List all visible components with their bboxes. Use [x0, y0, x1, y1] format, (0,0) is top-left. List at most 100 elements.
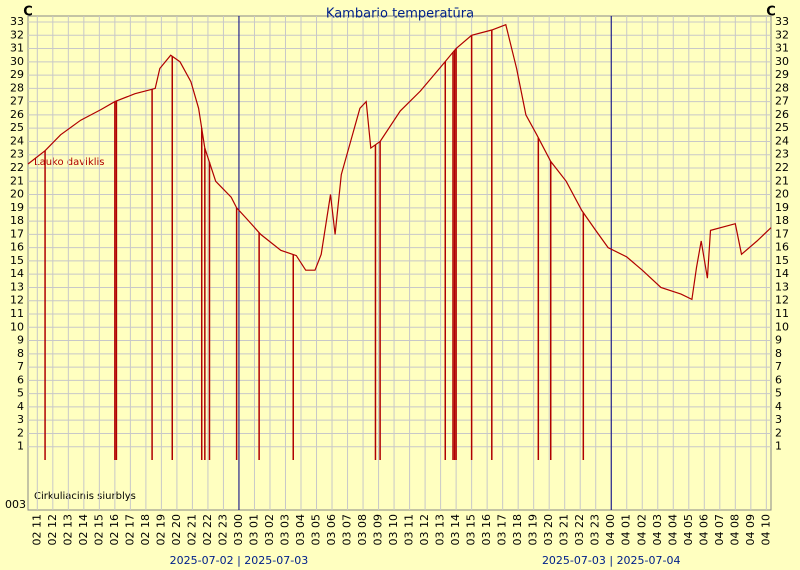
y-tick-label: 24	[10, 134, 24, 147]
y-tick-label: 7	[17, 360, 24, 373]
plot-frame	[27, 15, 772, 511]
x-tick-label: 03 16	[480, 514, 493, 546]
y-tick-label: 26	[775, 108, 789, 121]
y-tick-label: 20	[775, 188, 789, 201]
x-tick-label: 02 17	[123, 514, 136, 546]
y-tick-label: 9	[17, 334, 24, 347]
y-tick-label: 22	[775, 161, 789, 174]
x-tick-label: 04 07	[713, 514, 726, 546]
x-tick-label: 04 09	[744, 514, 757, 546]
x-tick-label: 04 03	[651, 514, 664, 546]
y-tick-label: 2	[775, 426, 782, 439]
series-label: Lauko daviklis	[34, 157, 105, 168]
x-tick-label: 02 12	[46, 514, 59, 546]
x-tick-label: 03 22	[573, 514, 586, 546]
x-tick-label: 03 18	[511, 514, 524, 546]
x-tick-label: 02 22	[201, 514, 214, 546]
y-tick-label: 25	[775, 121, 789, 134]
x-tick-label: 03 12	[418, 514, 431, 546]
series-label: Cirkuliacinis siurblys	[34, 491, 136, 502]
y-tick-label: 1	[17, 440, 24, 453]
temperature-line	[27, 23, 772, 301]
date-label: 2025-07-03 | 2025-07-04	[542, 554, 681, 567]
y-unit: C	[766, 5, 776, 20]
y-tick-label: 4	[775, 400, 782, 413]
x-tick-label: 03 03	[278, 514, 291, 546]
bottom-label: 003	[5, 498, 26, 511]
y-tick-label: 23	[10, 148, 24, 161]
y-tick-label: 26	[10, 108, 24, 121]
y-tick-label: 24	[775, 134, 789, 147]
y-tick-label: 19	[775, 201, 789, 214]
x-tick-label: 03 23	[589, 514, 602, 546]
x-tick-label: 04 06	[697, 514, 710, 546]
x-tick-label: 03 06	[325, 514, 338, 546]
x-tick-label: 02 13	[61, 514, 74, 546]
y-tick-label: 31	[10, 42, 24, 55]
y-tick-label: 3	[17, 413, 24, 426]
y-tick-label: 29	[10, 68, 24, 81]
y-tick-label: 19	[10, 201, 24, 214]
y-tick-label: 30	[10, 55, 24, 68]
x-tick-label: 03 17	[496, 514, 509, 546]
y-tick-label: 18	[775, 214, 789, 227]
x-tick-label: 03 09	[372, 514, 385, 546]
x-tick-label: 02 19	[154, 514, 167, 546]
y-tick-label: 1	[775, 440, 782, 453]
x-tick-label: 03 15	[465, 514, 478, 546]
y-tick-label: 27	[10, 95, 24, 108]
y-tick-label: 12	[775, 294, 789, 307]
x-tick-label: 04 04	[666, 514, 679, 546]
x-tick-label: 03 11	[403, 514, 416, 546]
y-tick-label: 6	[775, 373, 782, 386]
x-tick-label: 04 01	[620, 514, 633, 546]
y-tick-label: 13	[10, 280, 24, 293]
chart-title: Kambario temperatūra	[326, 7, 474, 22]
y-tick-label: 17	[10, 227, 24, 240]
x-tick-label: 03 00	[232, 514, 245, 546]
y-tick-label: 16	[775, 241, 789, 254]
y-tick-label: 12	[10, 294, 24, 307]
y-tick-label: 4	[17, 400, 24, 413]
y-tick-label: 32	[10, 28, 24, 41]
x-tick-label: 04 10	[759, 514, 772, 546]
x-tick-label: 03 20	[542, 514, 555, 546]
y-tick-label: 9	[775, 334, 782, 347]
x-tick-label: 03 04	[294, 514, 307, 546]
x-tick-label: 02 14	[77, 514, 90, 546]
x-tick-label: 03 19	[527, 514, 540, 546]
y-tick-label: 10	[10, 320, 24, 333]
y-tick-label: 13	[775, 280, 789, 293]
y-tick-label: 14	[775, 267, 789, 280]
y-tick-label: 20	[10, 188, 24, 201]
y-tick-label: 21	[775, 174, 789, 187]
y-tick-label: 22	[10, 161, 24, 174]
x-tick-label: 03 14	[449, 514, 462, 546]
y-tick-label: 33	[10, 15, 24, 28]
y-tick-label: 15	[10, 254, 24, 267]
x-tick-label: 02 18	[139, 514, 152, 546]
y-tick-label: 33	[775, 15, 789, 28]
x-tick-label: 04 02	[635, 514, 648, 546]
y-tick-label: 28	[775, 81, 789, 94]
x-tick-label: 02 21	[185, 514, 198, 546]
y-tick-label: 27	[775, 95, 789, 108]
y-tick-label: 5	[17, 387, 24, 400]
x-tick-label: 03 08	[356, 514, 369, 546]
y-tick-label: 7	[775, 360, 782, 373]
y-tick-label: 17	[775, 227, 789, 240]
x-tick-label: 03 21	[558, 514, 571, 546]
x-tick-label: 04 08	[728, 514, 741, 546]
y-tick-label: 11	[10, 307, 24, 320]
y-tick-label: 11	[775, 307, 789, 320]
y-tick-label: 14	[10, 267, 24, 280]
x-tick-label: 02 16	[108, 514, 121, 546]
x-tick-label: 02 23	[216, 514, 229, 546]
y-tick-label: 2	[17, 426, 24, 439]
y-tick-label: 6	[17, 373, 24, 386]
x-tick-label: 03 07	[341, 514, 354, 546]
y-tick-label: 32	[775, 28, 789, 41]
date-label: 2025-07-02 | 2025-07-03	[170, 554, 309, 567]
x-tick-label: 03 13	[434, 514, 447, 546]
